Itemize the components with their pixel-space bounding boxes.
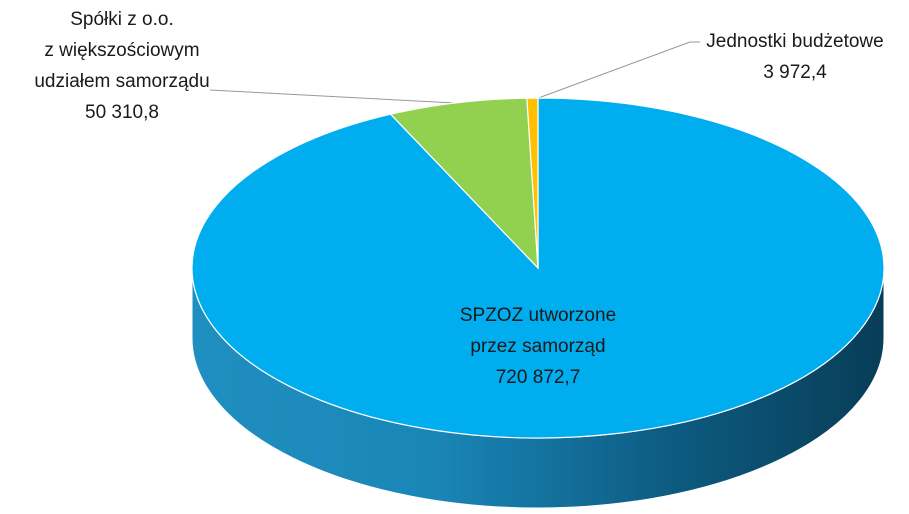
slice-label: Spółki z o.o. — [70, 9, 174, 30]
slice-label: przez samorząd — [470, 336, 605, 357]
slice-label: SPZOZ utworzone — [460, 305, 616, 326]
slice-label: udziałem samorządu — [34, 71, 209, 92]
pie-slice — [526, 97, 539, 269]
value-label: 720 872,7 — [496, 367, 581, 388]
slice-label: z większościowym — [44, 40, 199, 61]
leader-line — [532, 41, 700, 101]
slice-label: Jednostki budżetowe — [706, 31, 883, 52]
leader-line — [209, 89, 456, 104]
pie-slice — [389, 97, 539, 270]
value-label: 3 972,4 — [763, 62, 827, 83]
value-label: 50 310,8 — [85, 102, 159, 123]
